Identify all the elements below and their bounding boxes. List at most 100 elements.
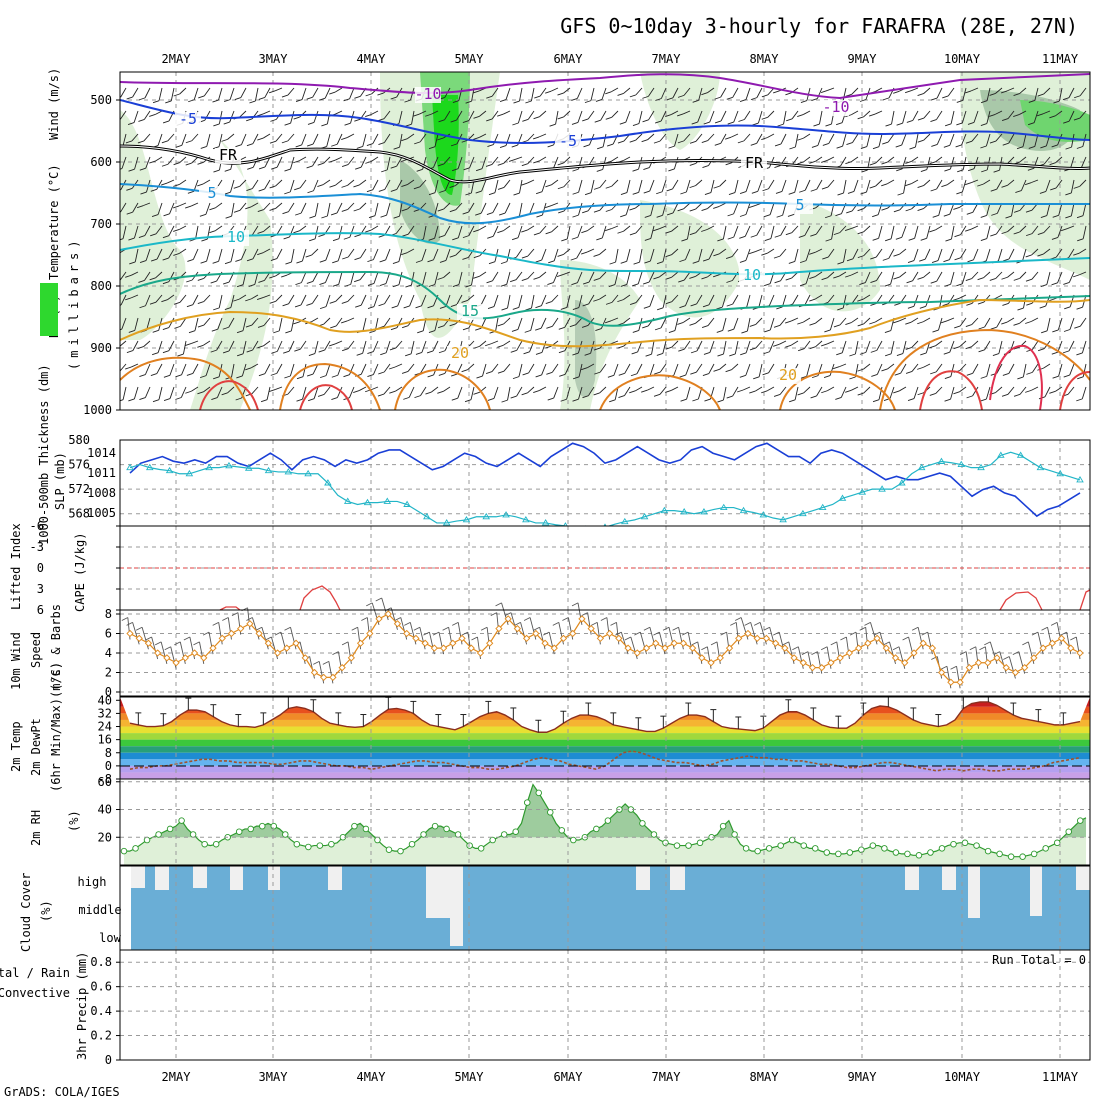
wind-barb bbox=[638, 179, 643, 193]
wind-barb bbox=[601, 225, 607, 239]
wind-barb-flag bbox=[484, 343, 492, 347]
wind-barb bbox=[972, 386, 979, 397]
wind-barb-flag bbox=[810, 395, 817, 399]
wind-barb bbox=[145, 248, 151, 261]
wind-barb bbox=[647, 133, 655, 141]
wind-barb bbox=[444, 179, 451, 191]
wind-barb-flag bbox=[366, 143, 374, 146]
wind-barb-flag bbox=[120, 118, 121, 120]
wind-barb bbox=[1007, 225, 1015, 232]
wind-speed-marker bbox=[762, 634, 771, 643]
wind-barb-flag bbox=[547, 397, 554, 401]
wind-barb-flag bbox=[378, 234, 385, 238]
wind-barb-flag bbox=[296, 260, 303, 264]
contours bbox=[120, 73, 1090, 410]
rh-marker bbox=[293, 840, 301, 848]
wind-barb-flag bbox=[704, 192, 712, 196]
wind-barb bbox=[121, 156, 127, 169]
wind-barb bbox=[530, 317, 535, 331]
wind-barb-flag bbox=[654, 371, 661, 375]
wind-barb bbox=[130, 294, 139, 299]
wind-barb bbox=[385, 340, 391, 353]
wind-barb bbox=[792, 294, 799, 305]
wind-barb bbox=[842, 294, 847, 308]
wind-barb bbox=[443, 156, 451, 165]
wind-barb-flag bbox=[549, 123, 556, 127]
wind-barb-flag bbox=[821, 277, 828, 281]
wind-barb bbox=[457, 156, 463, 169]
wind-barb bbox=[696, 340, 703, 352]
wind-barb bbox=[288, 202, 295, 212]
rh-marker bbox=[328, 840, 335, 848]
rh-marker bbox=[385, 846, 393, 853]
wind-barb bbox=[613, 363, 619, 376]
wind-barb-flag bbox=[764, 329, 771, 333]
thickness-marker bbox=[1016, 451, 1025, 458]
wind-barb bbox=[242, 317, 247, 331]
cloud-unit: (%) bbox=[39, 900, 53, 922]
wind-barb-flag bbox=[438, 350, 446, 354]
wind-speed-marker bbox=[698, 654, 706, 662]
wind-barb-flag bbox=[365, 114, 372, 117]
wind-barb bbox=[445, 248, 451, 261]
wind-barb bbox=[384, 133, 391, 143]
wind-barb bbox=[383, 386, 391, 395]
wind-barb-flag bbox=[764, 238, 772, 242]
wind-barb bbox=[599, 248, 607, 255]
wind-barb bbox=[757, 179, 763, 192]
wind-barb-flag bbox=[283, 236, 290, 240]
wind-barb bbox=[518, 294, 523, 308]
wind-barb-flag bbox=[127, 122, 135, 126]
wind-barb bbox=[542, 202, 547, 216]
wind-barb-flag bbox=[620, 284, 627, 287]
wind-barb-flag bbox=[465, 192, 472, 196]
wind-barb bbox=[335, 179, 343, 186]
wind-barb-flag bbox=[137, 346, 144, 350]
wind-barb bbox=[495, 317, 499, 332]
wind-barb-flag bbox=[944, 283, 951, 287]
wind-barb bbox=[566, 294, 571, 308]
wind-barb bbox=[1008, 248, 1015, 260]
wind-barb bbox=[876, 271, 883, 281]
wind-barb bbox=[875, 87, 883, 92]
wind-barb-flag bbox=[309, 215, 316, 219]
thickness-marker bbox=[442, 519, 451, 526]
wind-barb-flag bbox=[270, 372, 277, 376]
wind-barb-flag bbox=[271, 166, 278, 170]
surface-wind-barb-flag bbox=[1031, 631, 1039, 636]
wind-barb bbox=[323, 317, 331, 325]
surface-wind-barb-flag bbox=[773, 631, 780, 636]
wind-barb bbox=[683, 317, 691, 323]
wind-barb bbox=[996, 317, 1003, 328]
wind-barb bbox=[899, 386, 907, 392]
wind-barb-flag bbox=[321, 215, 328, 219]
wind-barb bbox=[168, 271, 175, 282]
wind-barb-flag bbox=[955, 144, 962, 148]
wind-barb-flag bbox=[329, 343, 336, 347]
rh-marker bbox=[120, 847, 128, 855]
wind-barb bbox=[130, 363, 139, 368]
wind-barb bbox=[275, 179, 283, 187]
wind-barb-flag bbox=[679, 305, 686, 309]
wind-barb bbox=[1043, 225, 1051, 233]
wind-barb-flag bbox=[870, 256, 877, 260]
wind-barb-flag bbox=[533, 160, 540, 164]
wind-barb bbox=[457, 225, 463, 238]
wind-speed-marker bbox=[375, 615, 383, 623]
wind-barb-flag bbox=[604, 228, 612, 232]
wind-barb bbox=[576, 248, 583, 259]
rh-marker bbox=[696, 839, 704, 847]
wind-speed-marker bbox=[301, 654, 309, 662]
wind-barb-flag bbox=[1051, 282, 1058, 286]
wind-barb-flag bbox=[882, 97, 890, 101]
wind-barb bbox=[850, 225, 859, 229]
wind-barb bbox=[336, 133, 343, 145]
wind-barb-flag bbox=[845, 322, 852, 325]
wind-barb-flag bbox=[246, 349, 253, 353]
rh-marker bbox=[282, 831, 289, 838]
rh-marker bbox=[443, 825, 450, 833]
surface-wind-barb-flag bbox=[423, 631, 430, 636]
wind-barb bbox=[155, 110, 163, 115]
